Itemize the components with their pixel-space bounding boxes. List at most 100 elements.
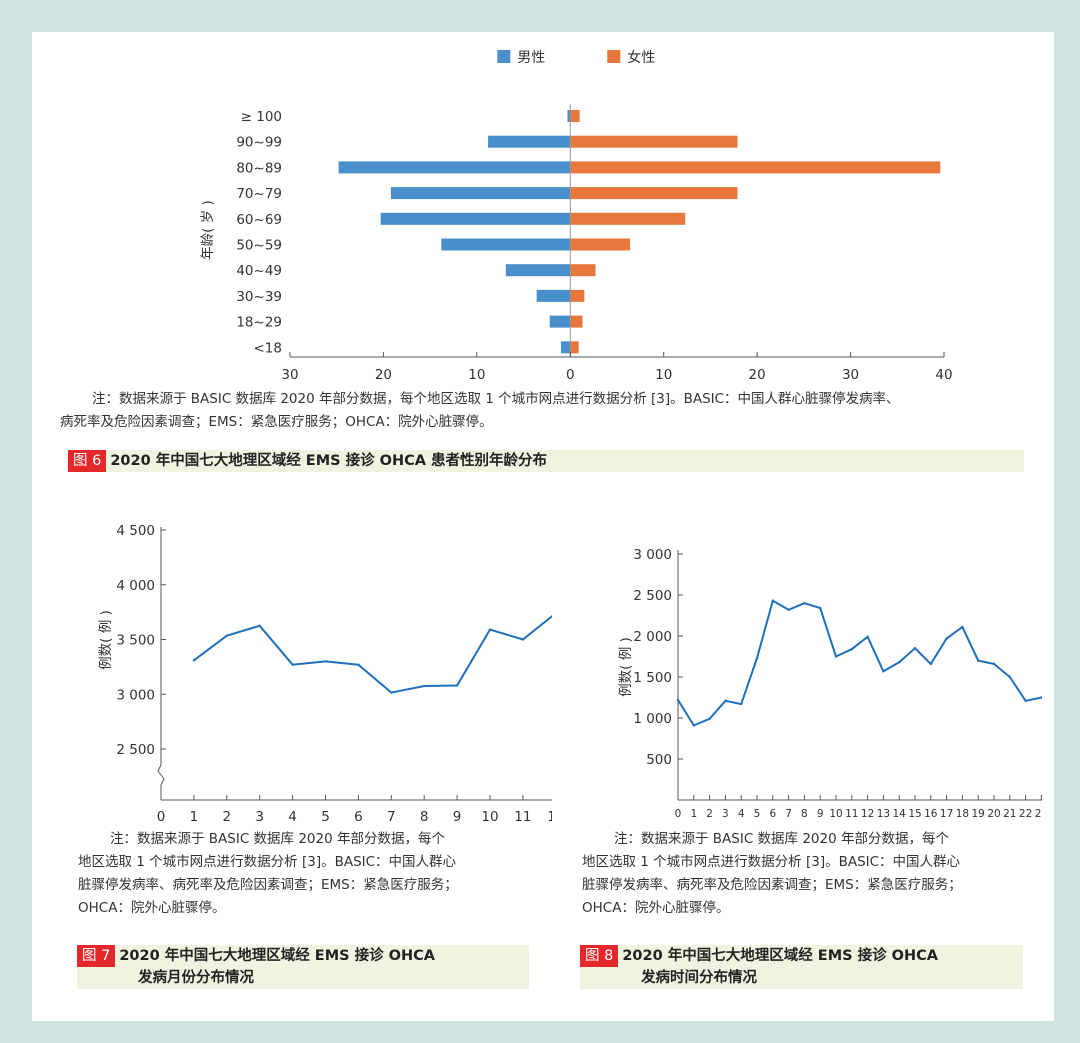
x-tick-label: 9: [817, 808, 824, 820]
y-tick-label: 3 000: [116, 687, 155, 703]
bar-male: [567, 110, 571, 122]
data-point: [866, 635, 869, 639]
age-sex-butterfly-chart: 男性 女性 ≥ 100 90~99 80~89 70~79 60~69 50~59 40~49 3…: [200, 49, 953, 383]
x-tick-label: 10: [655, 367, 672, 383]
data-point: [882, 670, 885, 673]
fig8-caption: 图 8 2020 年中国七大地理区域经 EMS 接诊 OHCA 发病时间分布情况: [580, 945, 1023, 989]
x-tick-label: 20: [749, 367, 766, 383]
y-axis-title: 年龄( 岁 ): [200, 200, 216, 260]
data-point: [676, 698, 680, 702]
x-tick-label: 5: [321, 809, 330, 825]
data-point: [787, 608, 790, 611]
data-point: [898, 661, 901, 664]
x-tick-label: 6: [769, 808, 776, 820]
x-tick-label: 16: [924, 808, 938, 820]
bar-female: [570, 238, 631, 251]
y-tick-label: 2 500: [116, 742, 155, 758]
x-tick-label: 14: [893, 808, 907, 820]
bar-female: [570, 212, 686, 225]
x-tick-label: 0: [566, 367, 575, 383]
data-point: [850, 647, 853, 651]
bar-male: [536, 289, 571, 302]
data-point: [692, 724, 695, 727]
fig8-caption-line2: 发病时间分布情况: [641, 970, 757, 986]
bar-male: [549, 315, 571, 328]
x-tick-label: 3: [255, 809, 264, 825]
y-tick-label: 50~59: [236, 238, 282, 254]
y-tick-label: 4 500: [116, 523, 155, 539]
data-point: [390, 691, 393, 694]
y-axis-title: 例数( 例 ): [618, 637, 634, 697]
data-point: [521, 638, 525, 641]
y-tick-label: 2 500: [633, 588, 672, 604]
bar-female: [570, 110, 580, 122]
data-point: [708, 717, 711, 721]
data-point: [803, 602, 806, 605]
y-tick-label: 500: [646, 752, 672, 768]
data-point: [992, 662, 996, 666]
fig6-caption: 图 6 2020 年中国七大地理区域经 EMS 接诊 OHCA 患者性别年龄分布: [68, 450, 1024, 472]
fig6-note-line2: 病死率及危险因素调查；EMS：紧急医疗服务；OHCA：院外心脏骤停。: [60, 414, 493, 430]
fig7-caption-line2: 发病月份分布情况: [138, 970, 254, 986]
figure-page: 男性 女性 ≥ 100 90~99 80~89 70~79 60~69 50~59 40~49 3…: [32, 32, 1054, 1021]
x-tick-label: 10: [481, 809, 498, 825]
fig8-note-line4: OHCA：院外心脏骤停。: [582, 900, 730, 916]
data-point: [1040, 696, 1042, 699]
data-point: [324, 660, 327, 663]
data-point: [1024, 699, 1027, 702]
y-tick-label: <18: [254, 340, 283, 356]
x-tick-label: 30: [842, 367, 859, 383]
bar-male: [380, 212, 571, 225]
x-tick-label: 23: [1035, 808, 1042, 820]
y-tick-label: 60~69: [236, 212, 282, 228]
bar-female: [570, 135, 738, 148]
y-axis-title: 例数( 例 ): [98, 610, 114, 670]
data-point: [258, 624, 261, 628]
fig8-note-line3: 脏骤停发病率、病死率及危险因素调查；EMS：紧急医疗服务；: [582, 877, 962, 893]
x-tick-label: 9: [453, 809, 462, 825]
y-tick-label: 1 000: [633, 711, 672, 727]
data-point: [1008, 675, 1011, 679]
fig6-note-line1: 注：数据来源于 BASIC 数据库 2020 年部分数据，每个地区选取 1 个城…: [92, 391, 900, 407]
bar-female: [570, 341, 579, 354]
x-tick-label: 11: [845, 808, 858, 820]
fig7-caption: 图 7 2020 年中国七大地理区域经 EMS 接诊 OHCA 发病月份分布情况: [77, 945, 529, 989]
x-tick-label: 10: [829, 808, 842, 820]
x-tick-label: 1: [190, 809, 199, 825]
data-point: [455, 684, 459, 687]
series-line: [677, 599, 1042, 727]
x-tick-label: 7: [785, 808, 792, 820]
bar-male: [505, 264, 571, 277]
x-tick-label: 3: [722, 808, 729, 820]
x-tick-label: 7: [387, 809, 396, 825]
data-point: [977, 659, 980, 662]
x-tick-label: 20: [987, 808, 1000, 820]
bar-female: [570, 264, 596, 277]
x-tick-label: 13: [877, 808, 890, 820]
x-tick-label: 4: [288, 809, 297, 825]
fig8-caption-line1: 2020 年中国七大地理区域经 EMS 接诊 OHCA: [622, 948, 938, 964]
legend-label: 女性: [627, 49, 655, 66]
x-tick-label: 6: [354, 809, 363, 825]
fig7-note-line2: 地区选取 1 个城市网点进行数据分析 [3]。BASIC：中国人群心: [78, 854, 457, 870]
x-tick-label: 11: [514, 809, 531, 825]
x-tick-label: 1: [690, 808, 697, 820]
fig8-note: 注：数据来源于 BASIC 数据库 2020 年部分数据，每个 地区选取 1 个…: [582, 828, 1052, 920]
x-tick-label: 12: [547, 809, 552, 825]
data-point: [771, 599, 774, 602]
x-tick-label: 8: [801, 808, 808, 820]
x-tick-label: 40: [935, 367, 952, 383]
y-tick-label: 2 000: [633, 629, 672, 645]
fig6-caption-title: 2020 年中国七大地理区域经 EMS 接诊 OHCA 患者性别年龄分布: [110, 453, 548, 469]
data-point: [423, 684, 426, 688]
x-tick-label: 18: [956, 808, 969, 820]
x-tick-label: 17: [940, 808, 953, 820]
data-point: [488, 628, 492, 631]
y-tick-label: 70~79: [236, 186, 282, 202]
series-line: [193, 614, 552, 694]
y-tick-label: 40~49: [236, 263, 282, 279]
bar-female: [570, 289, 585, 302]
y-tick-label: 3 500: [116, 633, 155, 649]
